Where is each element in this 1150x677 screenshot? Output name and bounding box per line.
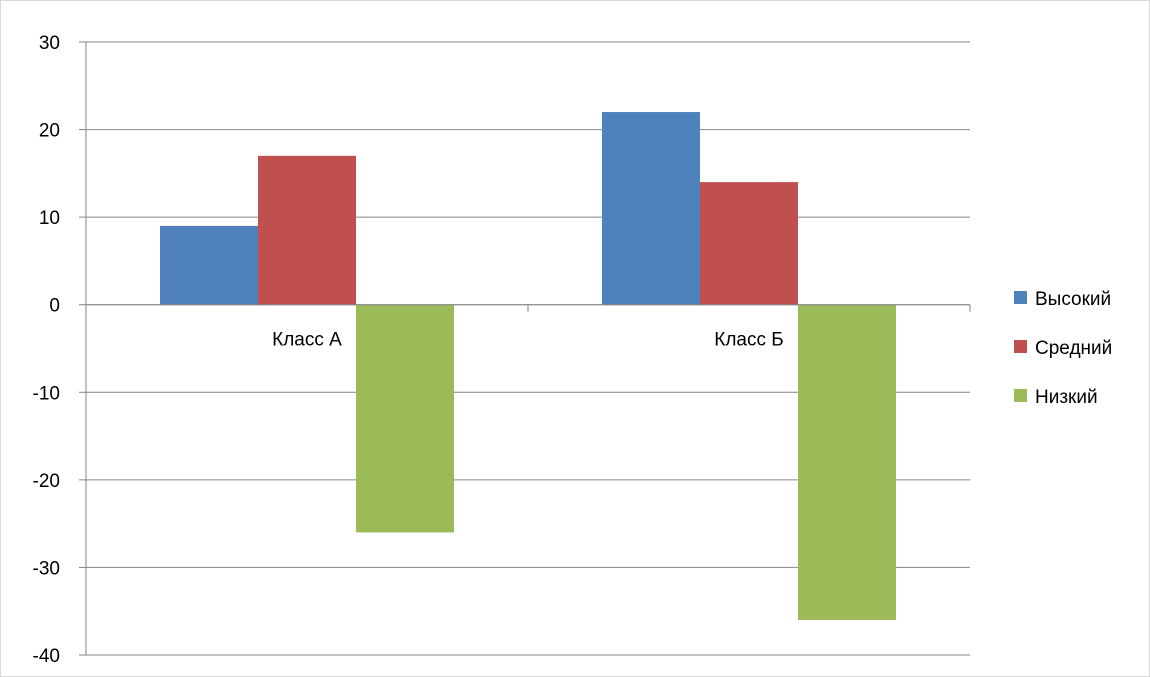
y-tick-label: -30 <box>33 558 60 579</box>
legend-swatch <box>1014 291 1027 304</box>
x-axis-labels: Класс А Класс Б <box>272 330 784 351</box>
axes <box>85 42 971 655</box>
y-tick-label: 20 <box>39 121 60 142</box>
bar-Средний-Класс А <box>258 155 356 305</box>
x-category-label: Класс Б <box>714 330 783 351</box>
bar-Низкий-Класс Б <box>798 304 896 620</box>
y-tick-label: -20 <box>33 471 60 492</box>
legend-label: Средний <box>1035 338 1112 359</box>
bars <box>160 112 896 620</box>
legend: Высокий Средний Низкий <box>1014 289 1112 408</box>
y-tick-label: 0 <box>49 296 60 317</box>
bar-Средний-Класс Б <box>700 182 798 305</box>
bar-Высокий-Класс Б <box>602 112 700 305</box>
y-tick-label: -10 <box>33 383 60 404</box>
bar-Низкий-Класс А <box>356 304 454 533</box>
y-tick-label: -40 <box>33 646 60 667</box>
y-axis-ticks: 30 20 10 0 -10 -20 -30 -40 <box>33 33 86 667</box>
y-tick-label: 30 <box>39 33 60 54</box>
bar-Высокий-Класс А <box>160 225 258 305</box>
legend-swatch <box>1014 389 1027 402</box>
legend-label: Высокий <box>1035 289 1111 310</box>
legend-label: Низкий <box>1035 387 1098 408</box>
x-category-label: Класс А <box>272 330 342 351</box>
y-tick-label: 10 <box>39 208 60 229</box>
legend-swatch <box>1014 340 1027 353</box>
